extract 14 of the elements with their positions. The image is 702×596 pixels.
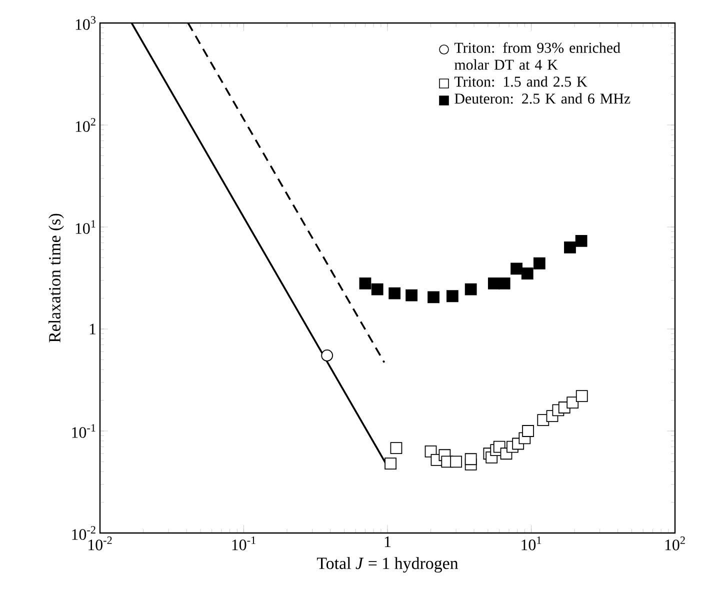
x-tick-label: 10$^{-1}$ [232, 536, 256, 550]
legend-label: Triton: from 93% enriched molar DT at 4 K [454, 42, 620, 70]
x-axis-title: Total J = 1 hydrogen [316, 557, 458, 573]
y-tick-label: 1 [90, 324, 96, 334]
x-tick-label: 1 [384, 536, 391, 548]
y-tick-label: 10$^{1}$ [76, 220, 96, 234]
legend-label: Deuteron: 2.5 K and 6 MHz [454, 93, 630, 104]
x-tick-label: 10$^{2}$ [665, 536, 685, 550]
x-tick-label: 10$^{1}$ [522, 536, 542, 550]
legend-label: Triton: 1.5 and 2.5 K [454, 76, 588, 87]
y-axis-title: Relaxation time (s) [48, 214, 64, 342]
y-tick-label: 10$^{2}$ [76, 118, 96, 132]
y-tick-label: 10$^{3}$ [76, 16, 96, 30]
y-tick-label: 10$^{-1}$ [72, 424, 96, 438]
